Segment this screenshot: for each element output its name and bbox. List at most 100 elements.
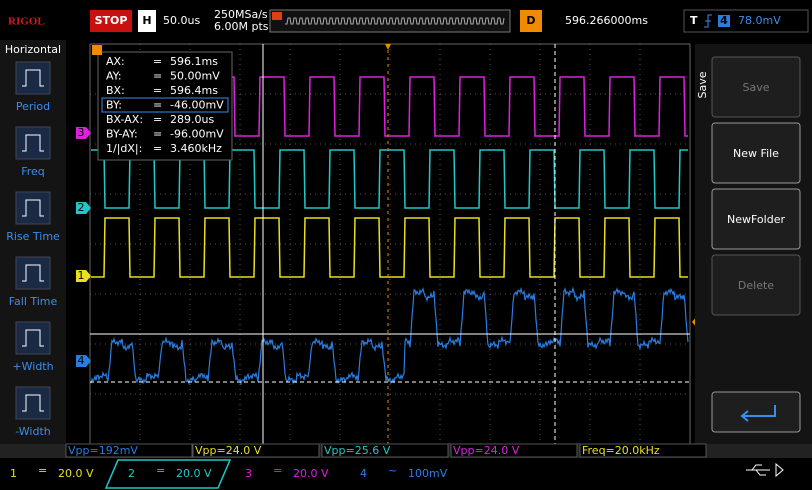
trigger-position <box>385 44 391 50</box>
channel-marker-label: 1 <box>78 269 85 282</box>
channel-number[interactable]: 2 <box>128 467 135 480</box>
menu-button[interactable] <box>711 56 801 118</box>
readout-cell: 596.4ms <box>170 84 218 97</box>
delay[interactable]: 596.266000ms <box>565 14 648 27</box>
memory-marker <box>272 12 282 20</box>
left-menu <box>0 40 66 444</box>
channel-coupling: = <box>273 464 282 477</box>
sample-rate: 250MSa/s <box>214 8 268 21</box>
trigger-label: T <box>690 14 698 27</box>
measurement: Freq=20.0kHz <box>582 444 660 457</box>
readout-cell: = <box>153 113 162 126</box>
channel-marker <box>76 270 91 282</box>
menu-button[interactable] <box>711 254 801 316</box>
menu-icon-box[interactable] <box>15 386 51 420</box>
delay-box <box>520 10 542 32</box>
run-status[interactable]: STOP <box>95 14 128 27</box>
channel-scale[interactable]: 100mV <box>408 467 448 480</box>
menu-item[interactable]: Period <box>16 100 50 113</box>
menu-icon-box[interactable] <box>15 126 51 160</box>
menu-item[interactable]: Rise Time <box>6 230 60 243</box>
menu-icon <box>22 264 44 282</box>
readout-cell: = <box>153 55 162 68</box>
readout-cell: 289.0us <box>170 113 214 126</box>
waveform <box>91 217 688 278</box>
readout-cell: BX-AX: <box>106 113 143 126</box>
readout-cell: BY-AY: <box>106 128 138 141</box>
menu-button-label[interactable]: Delete <box>738 279 774 292</box>
delay-label: D <box>526 14 535 27</box>
menu-button-label[interactable]: NewFolder <box>727 213 785 226</box>
usb-icon <box>746 464 770 476</box>
measure-box <box>321 443 449 458</box>
speaker-icon <box>775 462 784 478</box>
channel-coupling: = <box>156 464 165 477</box>
channel-scale[interactable]: 20.0 V <box>58 467 94 480</box>
trigger-box <box>683 9 809 33</box>
channel-scale[interactable]: 20.0 V <box>176 467 212 480</box>
waveform <box>232 76 688 137</box>
trigger-pos-marker <box>92 45 102 55</box>
channel-number[interactable]: 3 <box>245 467 252 480</box>
left-menu-title: Horizontal <box>5 43 61 56</box>
menu-button-label[interactable]: Save <box>742 81 769 94</box>
channel-number[interactable]: 1 <box>10 467 17 480</box>
menu-button[interactable] <box>711 122 801 184</box>
readout-cell: 3.460kHz <box>170 142 222 155</box>
measurement: Vpp=24.0 V <box>195 444 262 457</box>
readout-highlight <box>101 97 229 113</box>
return-icon <box>740 405 776 422</box>
measurement: Vpp=24.0 V <box>453 444 520 457</box>
channel-selected <box>104 459 232 489</box>
memory-depth: 6.00M pts <box>214 20 269 33</box>
menu-icon <box>22 199 44 217</box>
channel-marker-label: 3 <box>78 126 85 139</box>
channel-scale[interactable]: 20.0 V <box>293 467 329 480</box>
timebase-label: H <box>142 14 151 27</box>
timebase[interactable]: 50.0us <box>163 14 200 27</box>
readout-cell: = <box>153 142 162 155</box>
readout-cell: BX: <box>106 84 125 97</box>
memory-thumbnail <box>285 17 505 25</box>
readout-cell: -46.00mV <box>170 99 224 112</box>
trigger-source-box <box>718 15 730 27</box>
menu-icon-box[interactable] <box>15 256 51 290</box>
readout-cell: AX: <box>106 55 125 68</box>
menu-item[interactable]: +Width <box>12 360 53 373</box>
measure-box <box>192 443 320 458</box>
channel-marker <box>76 202 91 214</box>
readout-cell: 1/|dX|: <box>106 142 142 155</box>
menu-button[interactable] <box>711 188 801 250</box>
readout-cell: = <box>153 70 162 83</box>
menu-icon <box>22 329 44 347</box>
return-button[interactable] <box>711 391 801 433</box>
measurement: Vpp=192mV <box>68 444 138 457</box>
readout-cell: = <box>153 99 162 112</box>
measurement: Vpp=25.6 V <box>324 444 391 457</box>
measure-box <box>450 443 578 458</box>
readout-cell: 596.1ms <box>170 55 218 68</box>
readout-cell: = <box>153 84 162 97</box>
menu-item[interactable]: -Width <box>15 425 51 438</box>
menu-button-label[interactable]: New File <box>733 147 779 160</box>
menu-item[interactable]: Freq <box>21 165 45 178</box>
brand: RIGOL <box>8 16 45 28</box>
status-box[interactable] <box>90 10 132 32</box>
menu-icon-box[interactable] <box>15 61 51 95</box>
menu-icon-box[interactable] <box>15 321 51 355</box>
menu-icon-box[interactable] <box>15 191 51 225</box>
channel-coupling: ~ <box>388 464 397 477</box>
channel-marker <box>76 355 91 367</box>
channel-marker-label: 2 <box>78 201 85 214</box>
channel-number[interactable]: 4 <box>360 467 367 480</box>
menu-icon <box>22 134 44 152</box>
channel-coupling: = <box>38 464 47 477</box>
right-menu-title: Save <box>696 71 709 98</box>
trigger-level[interactable]: 78.0mV <box>738 14 781 27</box>
readout-cell: 50.00mV <box>170 70 220 83</box>
measure-box <box>579 443 707 458</box>
menu-item[interactable]: Fall Time <box>9 295 58 308</box>
menu-icon <box>22 394 44 412</box>
readout-cell: = <box>153 128 162 141</box>
